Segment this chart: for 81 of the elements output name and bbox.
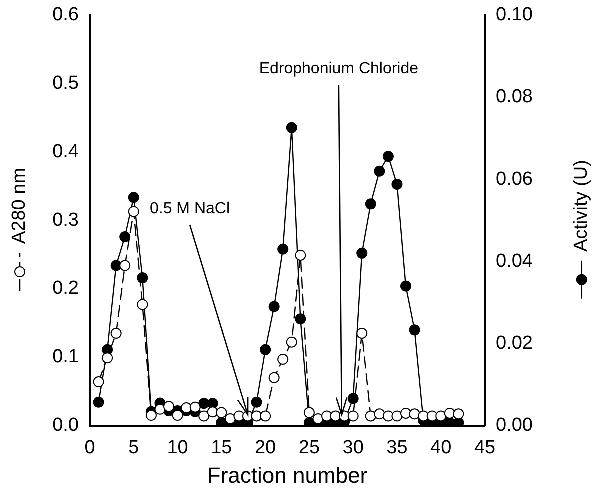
point	[348, 393, 359, 404]
point	[374, 408, 386, 420]
x-tick-label: 25	[298, 437, 320, 458]
point	[392, 410, 403, 422]
x-tick-label: 5	[128, 437, 140, 458]
y2-tick-label: 0.04	[496, 250, 534, 272]
y2-tick-label: 0.10	[496, 4, 533, 26]
y-tick-label: 0.0	[52, 415, 79, 436]
point	[120, 232, 131, 243]
y-tick-label: 0.6	[52, 4, 79, 26]
point	[453, 408, 464, 420]
point	[382, 410, 394, 422]
y2-tick-label: 0.06	[496, 168, 533, 190]
point	[295, 314, 306, 325]
point	[312, 413, 324, 424]
point	[400, 408, 412, 419]
x-tick-label: 35	[386, 437, 408, 458]
point	[286, 122, 298, 134]
y-tick-label: 0.1	[52, 346, 79, 368]
point	[286, 336, 298, 348]
point	[93, 376, 104, 388]
y2-tick-label: 0.00	[496, 415, 533, 436]
point	[295, 250, 306, 261]
point	[137, 299, 148, 310]
point	[268, 372, 280, 384]
point	[365, 410, 376, 422]
annotation: Edrophonium Chloride	[259, 60, 419, 78]
x-tick-label: 45	[474, 437, 496, 458]
point	[278, 244, 289, 255]
point	[453, 417, 464, 426]
point	[110, 328, 122, 339]
point	[164, 401, 174, 412]
point	[128, 206, 140, 218]
point	[260, 344, 272, 356]
point	[93, 396, 104, 408]
point	[268, 301, 280, 312]
point	[348, 410, 359, 422]
point	[278, 354, 289, 365]
point	[224, 413, 236, 424]
point	[409, 408, 420, 420]
point	[409, 324, 420, 336]
y-tick-label: 0.2	[52, 278, 79, 300]
point	[356, 248, 368, 259]
x-axis-title: Fraction number	[207, 462, 368, 488]
point	[207, 406, 218, 418]
point	[172, 410, 184, 422]
point	[444, 408, 456, 419]
point	[190, 402, 201, 413]
x-tick-label: 20	[254, 437, 276, 458]
y-axis-title: A280 nm	[9, 168, 32, 244]
point	[137, 272, 148, 284]
point	[102, 352, 114, 364]
x-tick-label: 30	[342, 437, 364, 458]
point	[251, 396, 262, 408]
point	[120, 260, 131, 272]
y-tick-label: 0.4	[52, 141, 80, 162]
point	[365, 198, 376, 210]
point	[304, 407, 315, 418]
point	[436, 410, 447, 422]
point	[356, 328, 368, 339]
annotation: 0.5 M NaCl	[150, 200, 230, 218]
point	[128, 192, 140, 204]
y-tick-label: 0.3	[52, 210, 79, 231]
y2-tick-label: 0.02	[496, 332, 533, 354]
point	[260, 410, 272, 422]
point	[400, 280, 412, 292]
point	[198, 410, 210, 422]
point	[216, 407, 228, 418]
point	[154, 404, 166, 415]
point	[392, 178, 403, 190]
x-tick-label: 40	[430, 437, 452, 458]
x-tick-label: 10	[167, 437, 188, 458]
point	[382, 151, 394, 162]
point	[374, 166, 386, 177]
y2-axis-title: Activity (U)	[570, 160, 593, 252]
x-tick-label: 15	[211, 437, 232, 458]
y2-tick-label: 0.08	[496, 86, 533, 108]
point	[181, 402, 192, 414]
y-tick-label: 0.5	[52, 73, 79, 94]
x-tick-label: 0	[84, 437, 96, 458]
point	[146, 410, 157, 422]
